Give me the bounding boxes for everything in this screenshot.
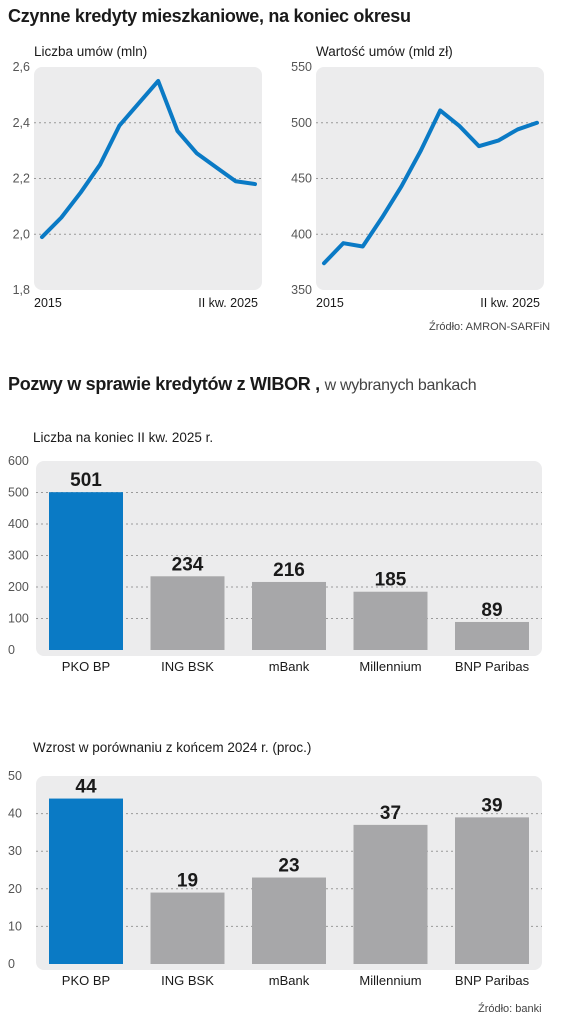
- source-note-banks: Źródło: banki: [478, 1003, 542, 1015]
- y-tick-label: 200: [8, 580, 29, 594]
- y-tick-label: 2,6: [13, 60, 30, 74]
- section-title-suffix: w wybranych bankach: [324, 377, 477, 394]
- y-tick-label: 2,4: [13, 116, 30, 130]
- bar: [150, 892, 225, 964]
- data-label: 216: [273, 560, 305, 581]
- data-label: 185: [375, 570, 407, 591]
- y-tick-label: 1,8: [13, 283, 30, 297]
- bar-chart-lawsuit-count: 0 100 200 300 400 500 600 501 PKO BP 234 ING BSK 21…: [8, 454, 542, 674]
- y-tick-label: 0: [8, 957, 15, 971]
- y-tick-label: 400: [291, 227, 312, 241]
- bar: [150, 576, 225, 650]
- bar-chart-growth-percent: 0 10 20 30 40 50 44 PKO BP 19 ING BSK 23 mBank 37 Mil…: [8, 769, 542, 988]
- y-tick-label: 450: [291, 172, 312, 186]
- data-label: 234: [172, 554, 204, 575]
- x-label-end: II kw. 2025: [480, 296, 540, 310]
- bar: [252, 581, 326, 650]
- series-line: [40, 78, 257, 240]
- y-tick-label: 100: [8, 612, 29, 626]
- category-label: BNP Paribas: [455, 659, 530, 674]
- data-label: 89: [481, 600, 502, 621]
- category-label: mBank: [269, 659, 310, 674]
- category-label: ING BSK: [161, 659, 214, 674]
- section-title-main: Pozwy w sprawie kredytów z WIBOR ,: [8, 374, 320, 394]
- y-tick-label: 500: [291, 116, 312, 130]
- x-label-start: 2015: [34, 296, 62, 310]
- y-tick-label: 2,2: [13, 172, 30, 186]
- data-label: 19: [177, 871, 198, 892]
- bar: [455, 817, 529, 964]
- data-label: 39: [481, 795, 502, 816]
- bar: [353, 824, 428, 964]
- category-label: ING BSK: [161, 973, 214, 988]
- section-title-housing-loans: Czynne kredyty mieszkaniowe, na koniec o…: [8, 6, 411, 26]
- source-note-amron: Źródło: AMRON-SARFiN: [429, 321, 551, 333]
- chart-title-contract-count: Liczba umów (mln): [34, 44, 148, 59]
- y-tick-label: 20: [8, 882, 22, 896]
- category-label: Millennium: [359, 973, 421, 988]
- y-tick-label: 400: [8, 517, 29, 531]
- y-tick-label: 500: [8, 486, 29, 500]
- line-chart-contract-value: 350 400 450 500 550 2015 II kw. 2025: [291, 60, 544, 310]
- bar: [455, 621, 529, 650]
- y-tick-label: 50: [8, 769, 22, 783]
- y-tick-label: 30: [8, 844, 22, 858]
- bar: [49, 492, 123, 650]
- y-tick-label: 300: [8, 549, 29, 563]
- y-tick-label: 600: [8, 454, 29, 468]
- y-tick-label: 10: [8, 919, 22, 933]
- bar: [252, 877, 326, 964]
- bar: [353, 591, 428, 650]
- bar: [49, 798, 123, 964]
- y-tick-label: 40: [8, 807, 22, 821]
- x-label-start: 2015: [316, 296, 344, 310]
- category-label: PKO BP: [62, 659, 110, 674]
- chart-title-growth: Wzrost w porównaniu z końcem 2024 r. (pr…: [33, 740, 312, 755]
- y-tick-label: 550: [291, 60, 312, 74]
- category-label: BNP Paribas: [455, 973, 530, 988]
- data-label: 44: [75, 777, 97, 798]
- y-tick-label: 350: [291, 283, 312, 297]
- category-label: mBank: [269, 973, 310, 988]
- data-label: 37: [380, 803, 401, 824]
- data-label: 501: [70, 470, 102, 491]
- section-title-wibor-lawsuits: Pozwy w sprawie kredytów z WIBOR , w wyb…: [8, 374, 477, 395]
- x-label-end: II kw. 2025: [198, 296, 258, 310]
- chart-title-contract-value: Wartość umów (mld zł): [316, 44, 453, 59]
- y-tick-label: 2,0: [13, 227, 30, 241]
- y-tick-label: 0: [8, 643, 15, 657]
- line-chart-contract-count: 1,8 2,0 2,2 2,4 2,6 2015 II kw. 2025: [13, 60, 262, 310]
- chart-title-lawsuit-count: Liczba na koniec II kw. 2025 r.: [33, 430, 214, 445]
- data-label: 23: [278, 856, 299, 877]
- series-line: [322, 108, 539, 266]
- category-label: PKO BP: [62, 973, 110, 988]
- category-label: Millennium: [359, 659, 421, 674]
